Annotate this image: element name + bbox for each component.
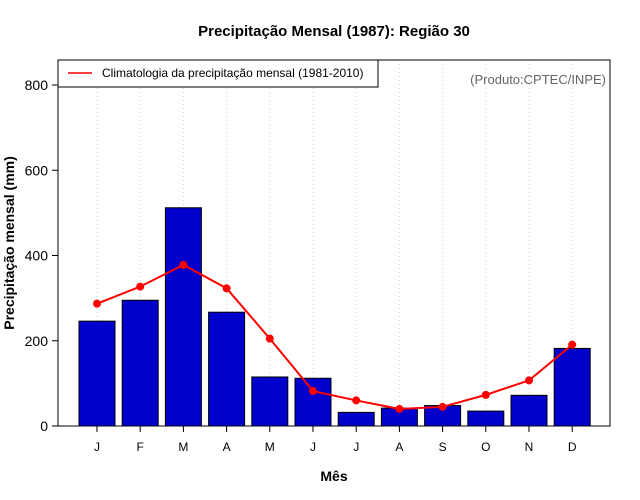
bar-4 bbox=[208, 311, 246, 427]
chart-title: Precipitação Mensal (1987): Região 30 bbox=[198, 23, 470, 40]
bar-11 bbox=[510, 394, 548, 427]
bar-12 bbox=[553, 347, 591, 427]
legend-box bbox=[57, 59, 379, 88]
bar-series bbox=[78, 207, 591, 427]
climatology-point-12 bbox=[568, 340, 577, 349]
x-tick-label: M bbox=[178, 440, 188, 454]
climatology-point-3 bbox=[179, 260, 188, 269]
climatology-series bbox=[93, 260, 577, 413]
x-tick-label: S bbox=[439, 440, 447, 454]
y-axis: 0 200 400 600 800 bbox=[25, 77, 58, 434]
x-tick-label: J bbox=[353, 440, 359, 454]
y-tick-label: 800 bbox=[25, 77, 49, 93]
bar-6 bbox=[294, 377, 332, 427]
y-tick-label: 600 bbox=[25, 162, 49, 178]
bar-1 bbox=[78, 320, 116, 427]
y-tick-label: 400 bbox=[25, 248, 49, 264]
x-tick-label: O bbox=[481, 440, 490, 454]
climatology-point-11 bbox=[525, 376, 533, 385]
bar-5 bbox=[251, 376, 289, 427]
x-tick-label: M bbox=[265, 440, 275, 454]
x-axis-title: Mês bbox=[320, 468, 347, 484]
x-tick-label: D bbox=[568, 440, 577, 454]
y-axis-title: Precipitação mensal (mm) bbox=[1, 156, 17, 330]
bar-10 bbox=[467, 410, 505, 427]
y-tick-label: 200 bbox=[25, 333, 49, 349]
x-tick-label: N bbox=[525, 440, 534, 454]
x-tick-label: J bbox=[310, 440, 316, 454]
legend: Climatologia da precipitação mensal (198… bbox=[57, 59, 379, 88]
climatology-point-10 bbox=[481, 390, 490, 399]
climatology-point-4 bbox=[222, 284, 231, 293]
bar-3 bbox=[164, 207, 202, 427]
x-tick-label: A bbox=[395, 440, 403, 454]
climatology-point-9 bbox=[438, 402, 447, 411]
climatology-point-1 bbox=[93, 299, 101, 308]
x-tick-label: J bbox=[94, 440, 100, 454]
y-tick-label: 0 bbox=[40, 418, 48, 434]
bar-7 bbox=[337, 411, 375, 427]
legend-entry-climatology: Climatologia da precipitação mensal (198… bbox=[102, 66, 363, 80]
climatology-line bbox=[96, 263, 573, 410]
climatology-point-8 bbox=[395, 404, 404, 413]
climatology-point-2 bbox=[136, 282, 145, 291]
bar-2 bbox=[121, 299, 159, 427]
x-tick-label: A bbox=[223, 440, 231, 454]
climatology-point-7 bbox=[352, 396, 361, 405]
climatology-point-6 bbox=[309, 387, 317, 396]
climatology-point-5 bbox=[265, 334, 274, 343]
credit-annotation: (Produto:CPTEC/INPE) bbox=[470, 72, 606, 87]
x-tick-label: F bbox=[137, 440, 144, 454]
